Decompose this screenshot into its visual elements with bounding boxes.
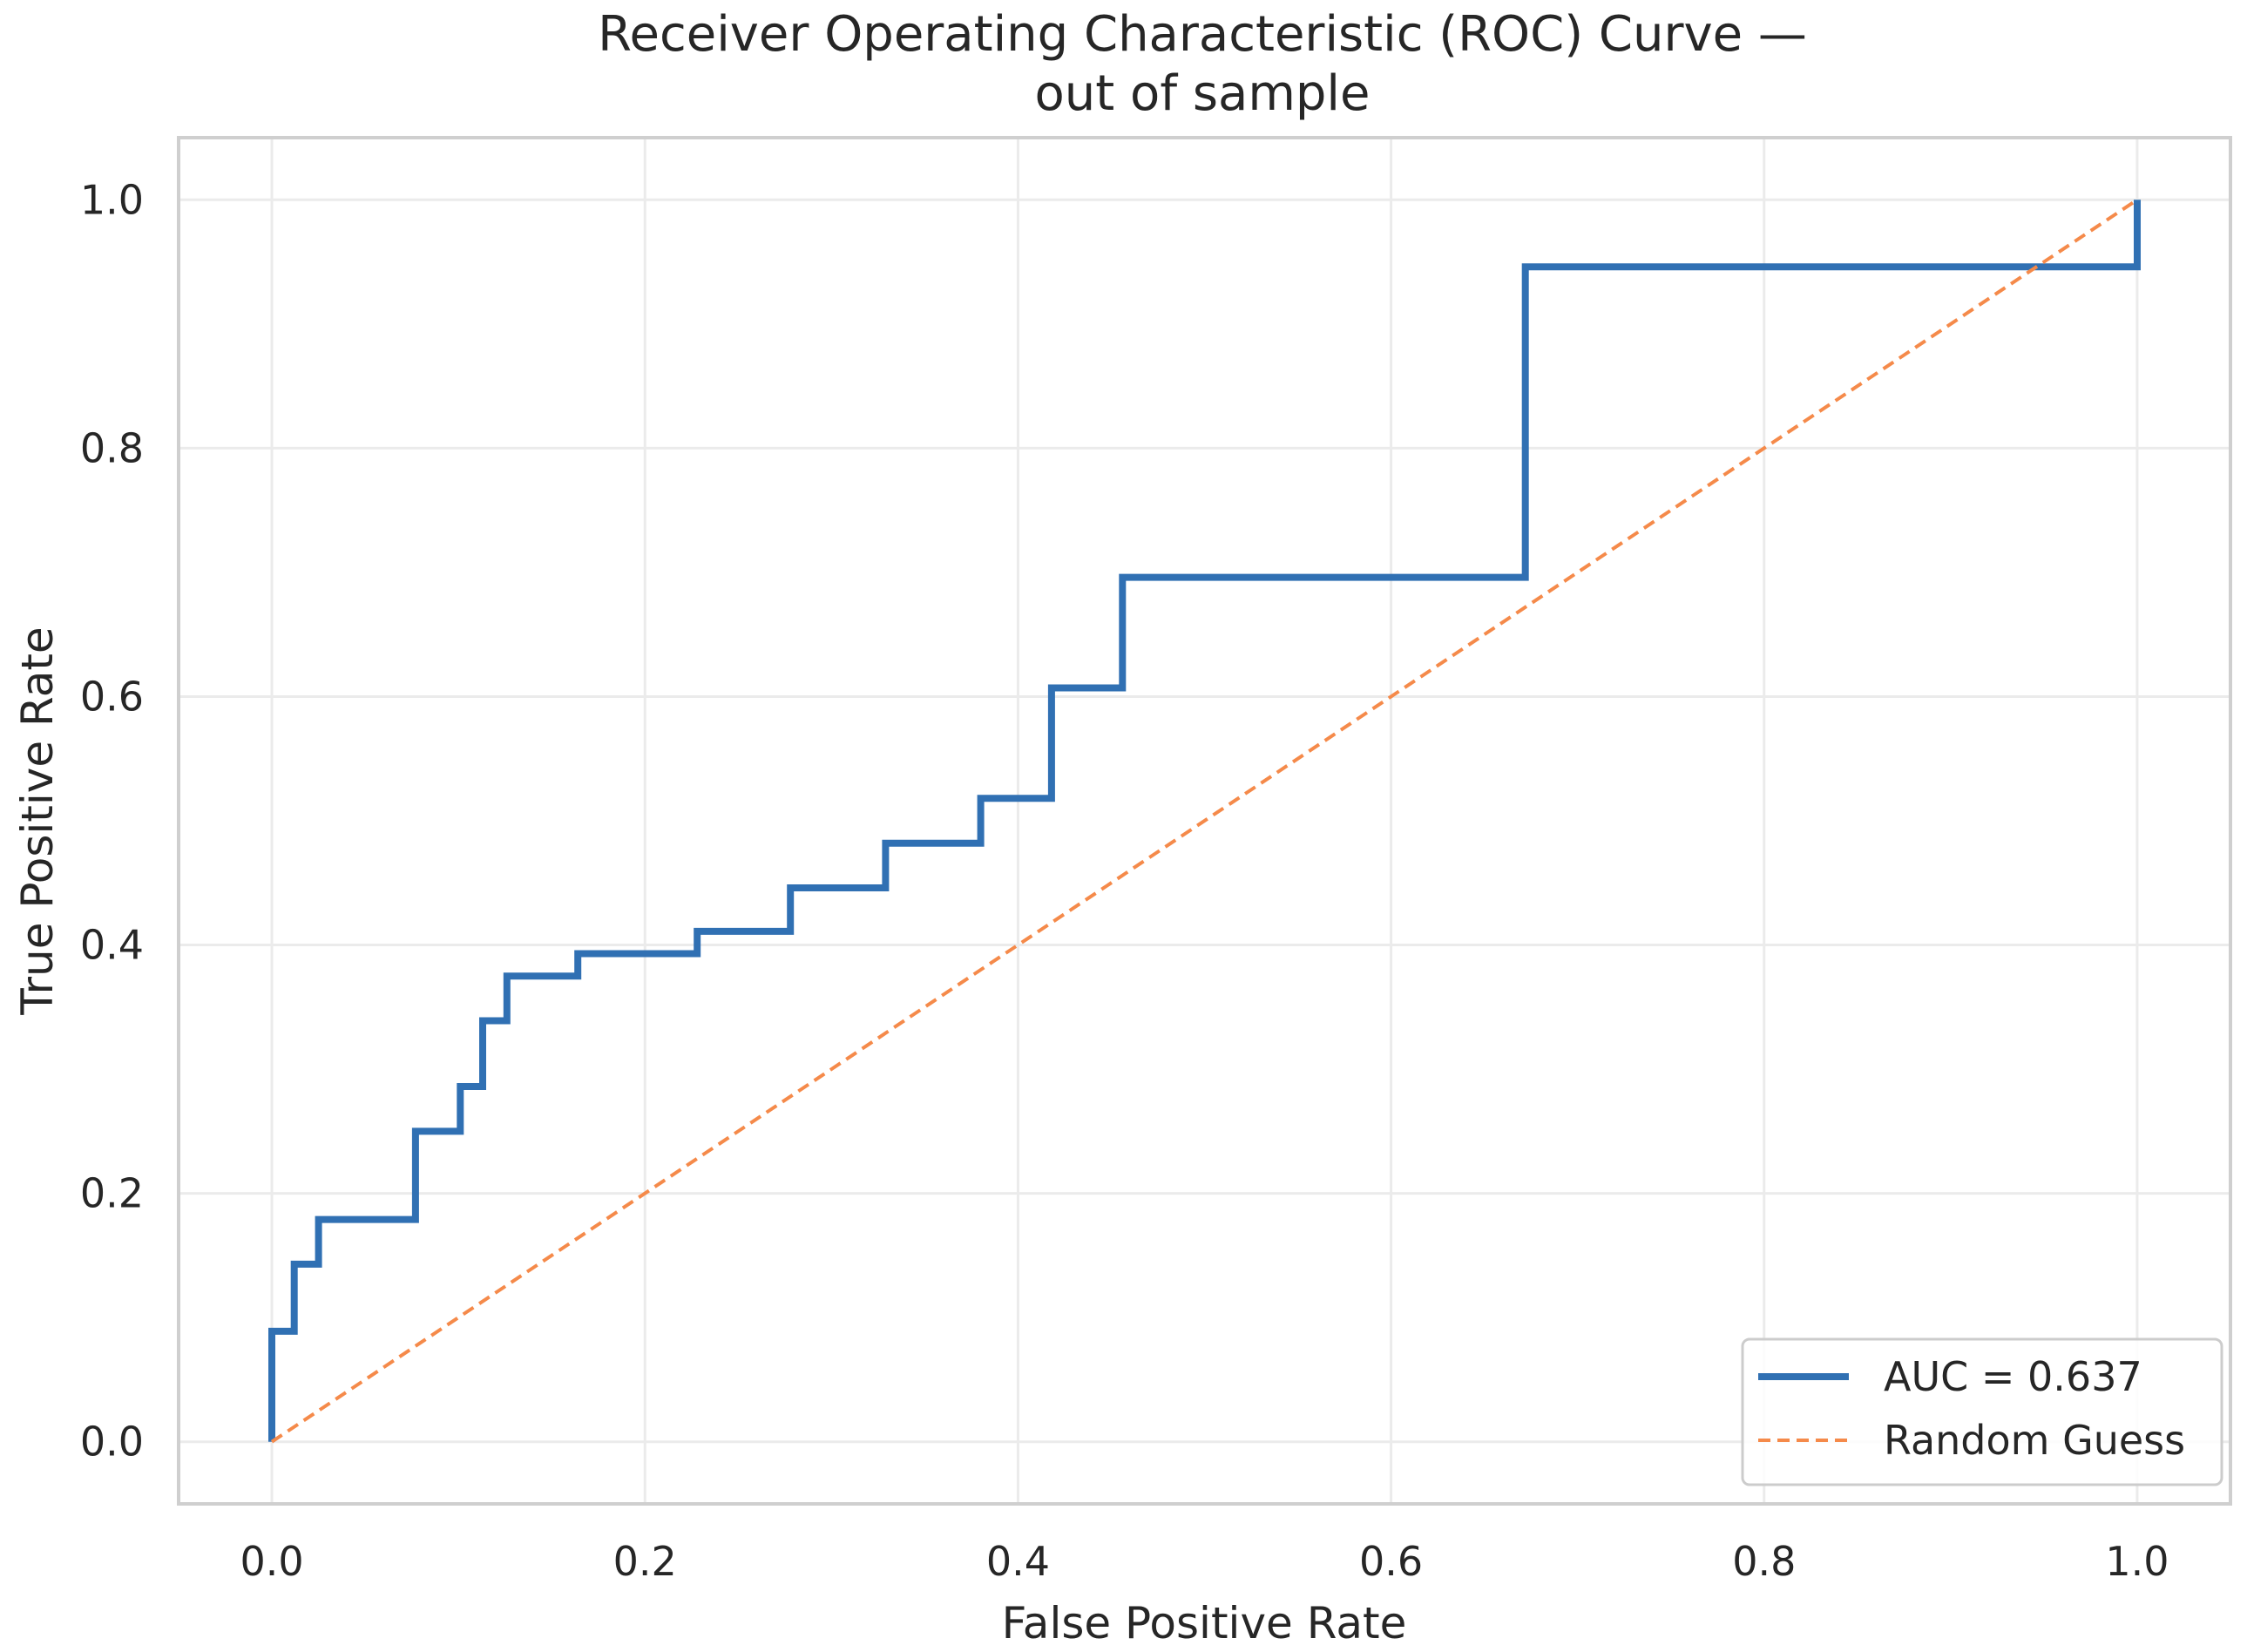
plot-area-frame [177,136,2232,1506]
x-tick-label: 0.8 [1732,1538,1796,1585]
y-tick-label: 0.2 [80,1170,144,1217]
y-tick-label: 0.6 [80,673,144,720]
y-axis-label: True Positive Rate [12,626,63,1015]
y-tick-labels: 0.0 0.2 0.4 0.6 0.8 1.0 [80,176,144,1465]
x-tick-label: 0.4 [986,1538,1050,1585]
grid-lines [179,138,2230,1504]
x-tick-label: 0.2 [613,1538,677,1585]
y-tick-label: 0.4 [80,922,144,969]
series-layer [268,198,2141,1444]
legend: AUC = 0.637 Random Guess [1741,1337,2223,1486]
series-line-random-guess [270,198,2139,1444]
legend-label-random-guess: Random Guess [1884,1417,2185,1464]
x-tick-labels: 0.0 0.2 0.4 0.6 0.8 1.0 [240,1538,2169,1585]
chart-title-line-2: out of sample [1035,65,1371,122]
y-tick-label: 1.0 [80,176,144,223]
x-tick-label: 1.0 [2105,1538,2169,1585]
x-tick-label: 0.0 [240,1538,303,1585]
y-tick-label: 0.8 [80,424,144,471]
x-axis-label: False Positive Rate [1002,1598,1407,1648]
series-line-roc-curve [268,200,2141,1442]
legend-label-auc: AUC = 0.637 [1884,1353,2142,1400]
x-tick-label: 0.6 [1359,1538,1423,1585]
chart-title-line-1: Receiver Operating Characteristic (ROC) … [598,6,1807,63]
y-tick-label: 0.0 [80,1418,144,1466]
legend-box [1741,1337,2223,1486]
